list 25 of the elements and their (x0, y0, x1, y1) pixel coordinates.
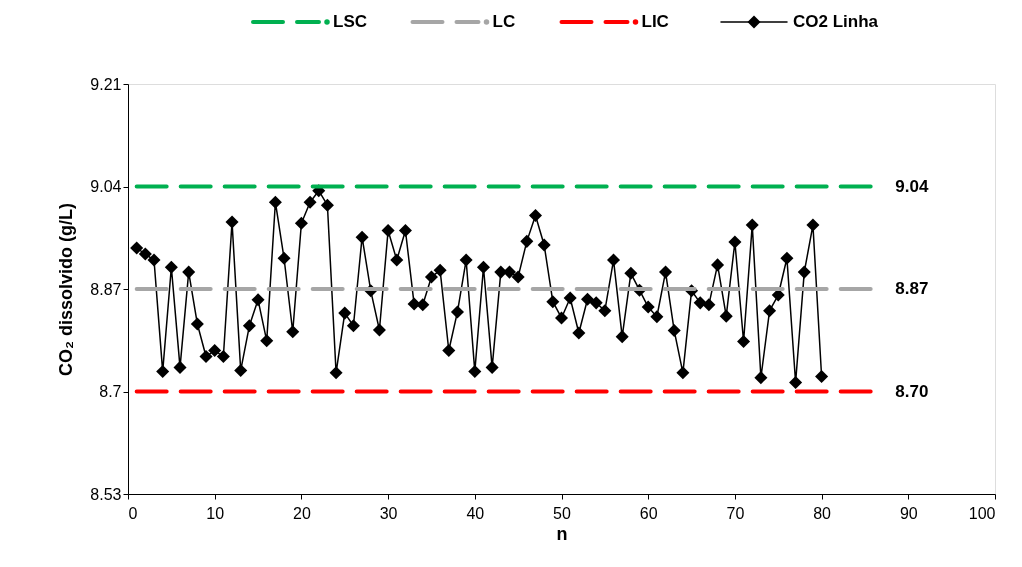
x-tick-label: 0 (128, 504, 138, 522)
y-tick-label: 8.53 (90, 485, 122, 503)
y-tick-label: 8.87 (90, 280, 122, 298)
x-tick-label: 60 (639, 504, 658, 522)
legend-label: LIC (641, 12, 669, 31)
legend-label: LC (492, 12, 516, 31)
x-tick-label: 50 (553, 504, 571, 522)
y-axis-title: CO₂ dissolvido (g/L) (56, 203, 77, 376)
x-tick-label: 70 (726, 504, 745, 522)
x-tick-label: 30 (379, 504, 398, 522)
x-tick-label: 80 (813, 504, 832, 522)
x-tick-label: 10 (206, 504, 225, 522)
y-tick-label: 9.21 (90, 75, 122, 93)
x-tick-label: 40 (466, 504, 485, 522)
annotation: 8.70 (895, 381, 929, 401)
x-tick-label: 100 (968, 504, 996, 522)
x-tick-label: 90 (899, 504, 918, 522)
legend-label: LSC (333, 12, 367, 31)
legend-label: CO2 Linha (793, 12, 879, 31)
y-tick-label: 8.7 (99, 383, 122, 400)
x-tick-label: 20 (293, 504, 311, 522)
annotation: 8.87 (895, 279, 929, 298)
x-axis-title: n (556, 523, 568, 544)
y-tick-label: 9.04 (90, 178, 122, 195)
annotation: 9.04 (895, 176, 929, 196)
